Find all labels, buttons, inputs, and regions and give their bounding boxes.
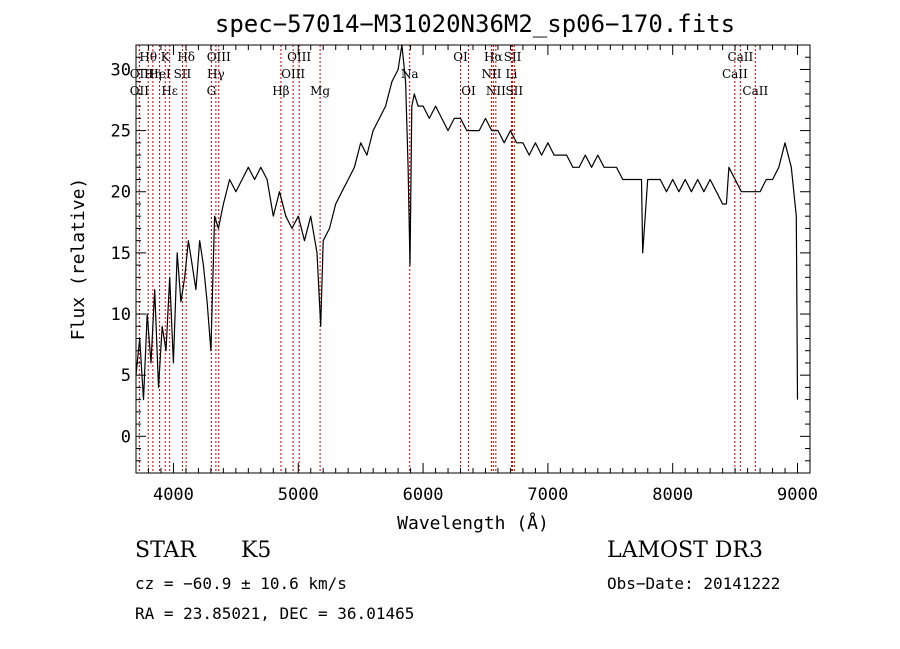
- x-tick-label: 6000: [403, 485, 444, 505]
- spectral-line-label: Hδ: [177, 50, 195, 64]
- coordinates: RA = 23.85021, DEC = 36.01465: [135, 604, 415, 623]
- survey-name: LAMOST DR3: [607, 538, 763, 563]
- spectrum-line: [135, 44, 799, 401]
- redshift-cz: cz = −60.9 ± 10.6 km/s: [135, 574, 347, 593]
- spectral-line-label: OII: [130, 84, 150, 98]
- spectral-line-label: K: [161, 50, 171, 64]
- spectral-line-label: OIII: [287, 50, 311, 64]
- spectral-line-label: CaII: [727, 50, 753, 64]
- spectral-line-label: OIII: [281, 67, 305, 81]
- spectral-line-label: Hγ: [207, 67, 225, 81]
- spectral-line-label: CaII: [742, 84, 768, 98]
- spectral-line-label: OII: [130, 67, 150, 81]
- x-tick-label: 4000: [153, 485, 194, 505]
- x-tick-label: 5000: [278, 485, 319, 505]
- spectral-line-label: Hθ: [139, 50, 157, 64]
- object-subclass: K5: [241, 538, 272, 563]
- spectral-line-label: SII: [174, 67, 192, 81]
- y-tick-label: 10: [111, 305, 131, 325]
- spectral-line-label: OI: [461, 84, 476, 98]
- y-tick-label: 15: [111, 244, 131, 264]
- axis-ticks: 4000 5000 6000 7000 8000 9000 0 5 10 15 20 25 30: [111, 44, 818, 505]
- observation-date: Obs−Date: 20141222: [607, 574, 781, 593]
- y-tick-label: 25: [111, 122, 131, 142]
- spectral-line-label: Mg: [310, 84, 330, 98]
- y-tick-label: 0: [121, 427, 131, 447]
- spectral-line-markers: [138, 45, 756, 473]
- spectral-line-label: Na: [401, 67, 419, 81]
- spectral-line-label: NII: [481, 67, 501, 81]
- spectral-line-label: SII: [504, 50, 522, 64]
- plot-frame: [135, 44, 811, 474]
- y-tick-label: 30: [111, 60, 131, 80]
- spectral-line-label: Hε: [161, 84, 178, 98]
- spectral-line-label: CaII: [722, 67, 748, 81]
- spectral-line-label: SII: [505, 84, 523, 98]
- spectral-line-label: Hβ: [272, 84, 289, 98]
- spectral-line-label: Hη: [144, 67, 162, 81]
- spectral-line-label: NII: [486, 84, 506, 98]
- y-axis-label: Flux (relative): [68, 178, 89, 341]
- x-tick-label: 9000: [777, 485, 818, 505]
- chart-title: spec−57014−M31020N36M2_sp06−170.fits: [215, 10, 735, 38]
- spectral-line-label: OIII: [207, 50, 231, 64]
- spectral-line-label: Li: [506, 67, 518, 81]
- y-tick-label: 5: [121, 366, 131, 386]
- object-class: STAR: [135, 538, 196, 563]
- spectral-line-label: Hα: [484, 50, 503, 64]
- spectral-line-label: OI: [453, 50, 468, 64]
- spectral-line-label: G: [207, 84, 217, 98]
- spectral-line-label: HeI: [148, 67, 171, 81]
- y-tick-label: 20: [111, 183, 131, 203]
- x-tick-label: 7000: [527, 485, 568, 505]
- x-tick-label: 8000: [652, 485, 693, 505]
- x-axis-label: Wavelength (Å): [397, 512, 549, 534]
